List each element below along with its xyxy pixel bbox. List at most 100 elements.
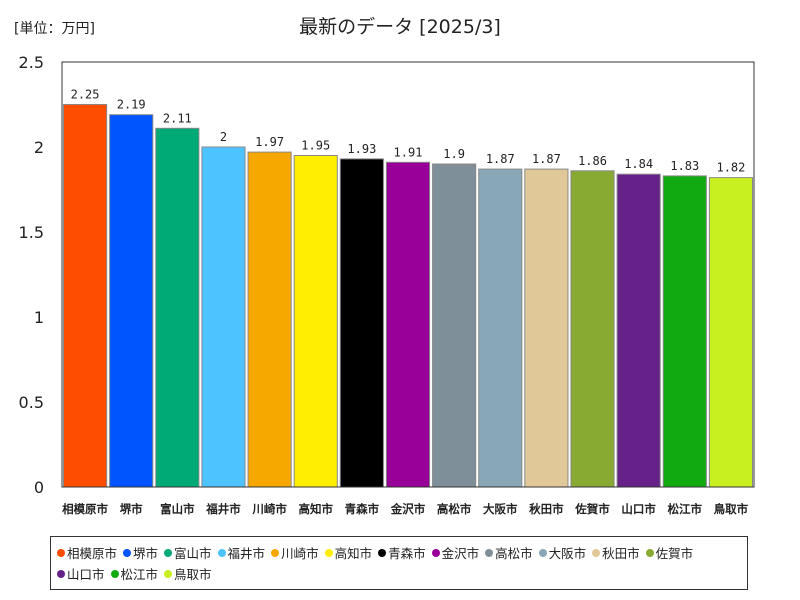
- legend-marker: [645, 548, 654, 557]
- value-label: 1.87: [486, 152, 515, 166]
- legend-marker: [164, 548, 173, 557]
- x-tick-label: 佐賀市: [574, 502, 610, 516]
- legend-item: 富山市: [164, 542, 212, 563]
- bar: [293, 155, 338, 488]
- legend-marker: [592, 548, 601, 557]
- value-label: 1.9: [443, 147, 465, 161]
- value-label: 1.97: [255, 135, 284, 149]
- x-tick-label: 青森市: [345, 502, 380, 516]
- legend-marker: [431, 548, 440, 557]
- bar: [339, 158, 384, 488]
- x-tick-label: 金沢市: [390, 502, 426, 516]
- bar-chart: 0 0.5 1 1.5 2 2.5 2.25 2.19 2.11 2 1.97 1.95 1.93 1.…: [19, 53, 755, 516]
- value-label: 1.91: [394, 145, 423, 159]
- legend-marker: [485, 548, 494, 557]
- legend-item: 松江市: [110, 563, 159, 584]
- chart-title: 最新のデータ [2025/3]: [299, 16, 501, 38]
- value-label: 2.25: [71, 88, 100, 102]
- legend-item: 鳥取市: [164, 563, 212, 584]
- legend-item: 青森市: [378, 542, 426, 563]
- legend-item: 佐賀市: [645, 542, 693, 563]
- x-tick-label: 秋田市: [529, 502, 564, 516]
- bar: [247, 151, 292, 488]
- legend-marker: [324, 548, 333, 557]
- legend-item: 山口市: [57, 563, 105, 584]
- bar: [616, 173, 661, 488]
- x-tick-label: 鳥取市: [714, 502, 749, 516]
- legend-item: 高松市: [485, 542, 533, 563]
- legend-item: 金沢市: [431, 542, 480, 563]
- x-tick-label: 大阪市: [483, 502, 518, 516]
- bar: [708, 177, 753, 488]
- legend-marker: [217, 548, 226, 557]
- legend-item: 福井市: [217, 542, 266, 563]
- y-axis: 0 0.5 1 1.5 2 2.5: [19, 53, 44, 497]
- x-tick-label: 堺市: [120, 502, 143, 516]
- legend-item: 川崎市: [271, 542, 319, 563]
- y-tick-label: 0: [34, 478, 44, 497]
- value-label: 1.83: [670, 159, 699, 173]
- y-tick-label: 0.5: [19, 393, 44, 412]
- value-label: 1.82: [716, 161, 745, 175]
- x-tick-label: 山口市: [621, 502, 656, 516]
- x-tick-label: 高知市: [298, 502, 333, 516]
- bar: [155, 127, 200, 488]
- x-tick-label: 松江市: [668, 502, 703, 516]
- legend-label: 松江市: [120, 567, 159, 582]
- legend-label: 富山市: [174, 546, 212, 561]
- legend-marker: [271, 548, 280, 557]
- value-label: 1.87: [532, 152, 561, 166]
- legend-label: 高知市: [334, 546, 373, 561]
- legend-label: 相模原市: [67, 546, 118, 561]
- bar: [109, 114, 154, 488]
- legend-label: 鳥取市: [174, 567, 212, 582]
- unit-label: [単位：万円]: [14, 21, 95, 37]
- legend-label: 高松市: [495, 546, 533, 561]
- legend-label: 秋田市: [602, 546, 640, 561]
- legend-item: 相模原市: [57, 542, 117, 563]
- legend-label: 大阪市: [548, 546, 587, 561]
- plot-frame: [61, 61, 755, 488]
- value-label: 1.86: [578, 154, 607, 168]
- legend-marker: [57, 569, 65, 578]
- y-tick-label: 2: [34, 138, 44, 157]
- bar: [662, 175, 707, 488]
- legend-item: 秋田市: [592, 542, 640, 563]
- legend-label: 金沢市: [441, 546, 480, 561]
- y-tick-label: 1.5: [19, 223, 44, 242]
- x-tick-label: 高松市: [437, 502, 472, 516]
- legend-marker: [538, 548, 547, 557]
- legend-marker: [378, 548, 387, 557]
- bar: [478, 168, 523, 488]
- legend-label: 川崎市: [281, 546, 319, 561]
- legend-label: 福井市: [227, 546, 266, 561]
- bar: [63, 104, 108, 488]
- legend-item: 堺市: [123, 542, 158, 563]
- legend-marker: [110, 569, 119, 578]
- legend-item: 大阪市: [538, 542, 587, 563]
- y-tick-label: 1: [34, 308, 44, 327]
- bar: [570, 170, 615, 488]
- x-tick-label: 川崎市: [251, 502, 287, 516]
- value-label: 2.11: [163, 111, 192, 125]
- x-tick-label: 福井市: [205, 502, 241, 516]
- x-tick-labels: 相模原市 堺市 富山市 福井市 川崎市 高知市 青森市 金沢市 高松市 大阪市 秋田市 佐賀市 山口市松…: [62, 502, 749, 516]
- legend-marker: [164, 569, 173, 578]
- bar: [524, 168, 569, 488]
- bar: [201, 146, 246, 488]
- value-label: 2.19: [117, 98, 146, 112]
- legend-item: 高知市: [324, 542, 373, 563]
- legend-label: 青森市: [388, 546, 426, 561]
- legend-marker: [57, 548, 65, 557]
- legend-label: 山口市: [67, 567, 105, 582]
- legend-marker: [123, 548, 132, 557]
- bars: [63, 104, 753, 488]
- value-label: 1.93: [347, 142, 376, 156]
- legend-label: 堺市: [133, 546, 159, 561]
- value-label: 1.95: [301, 139, 330, 153]
- x-tick-label: 相模原市: [62, 502, 108, 516]
- x-tick-label: 富山市: [160, 502, 195, 516]
- y-tick-label: 2.5: [19, 53, 44, 72]
- value-label: 2: [220, 130, 227, 144]
- value-labels: 2.25 2.19 2.11 2 1.97 1.95 1.93 1.91 1.9 1.87 1.87…: [71, 88, 746, 175]
